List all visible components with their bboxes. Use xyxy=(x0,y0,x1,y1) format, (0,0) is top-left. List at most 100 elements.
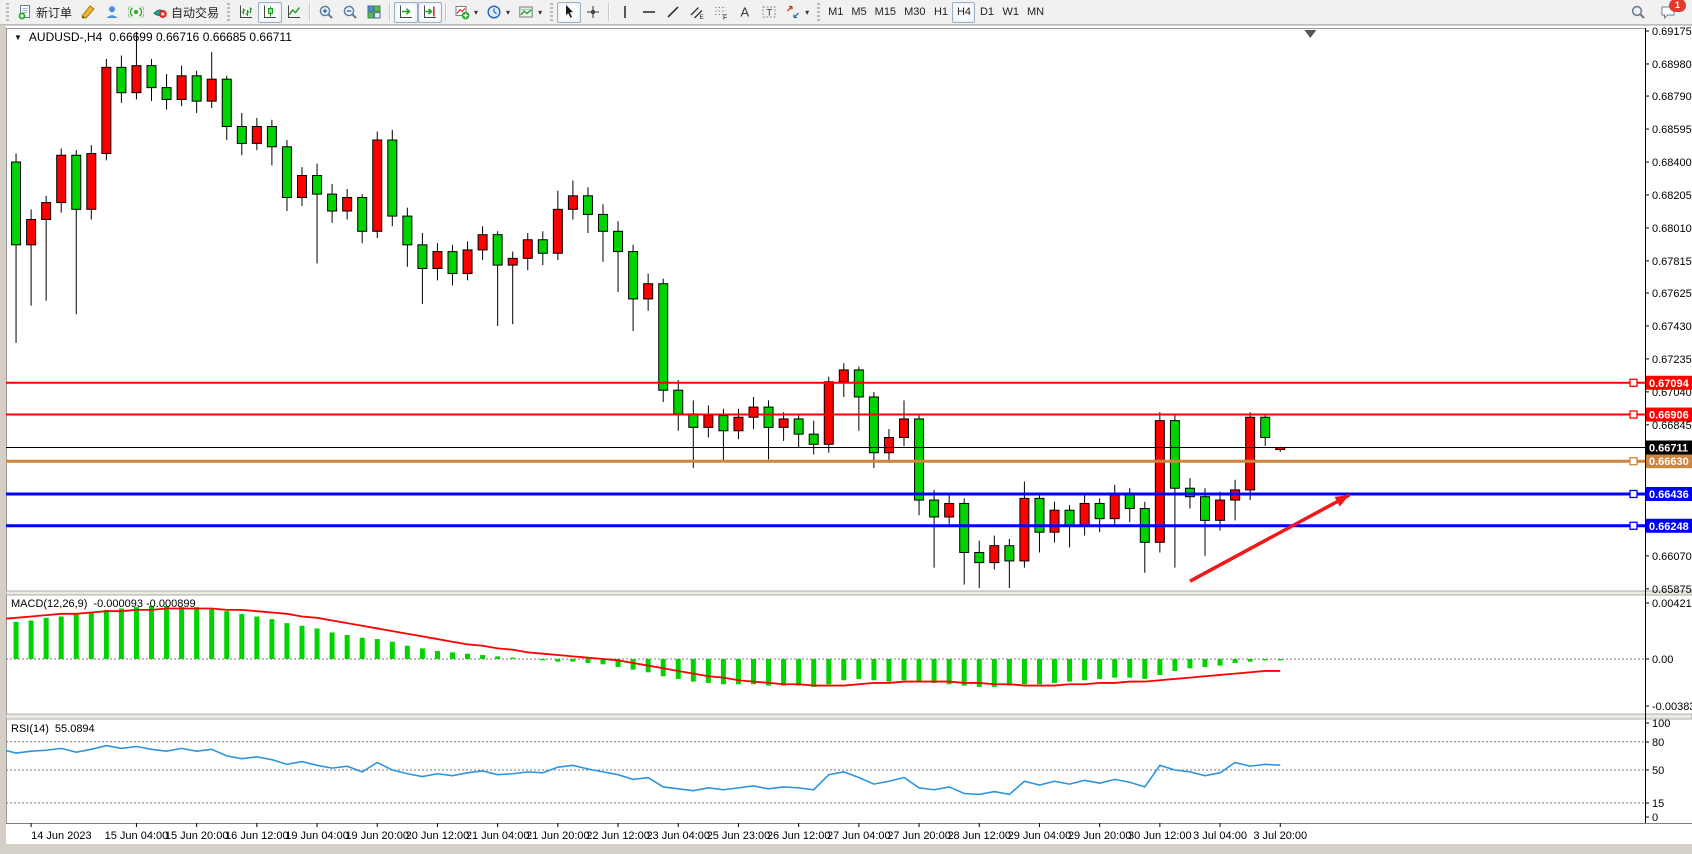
chevron-down-icon[interactable]: ▾ xyxy=(805,7,810,17)
svg-text:27 Jun 04:00: 27 Jun 04:00 xyxy=(827,830,891,842)
toolbar-grip-charts[interactable] xyxy=(225,3,233,21)
price-chart-canvas[interactable]: 0.69175 0.68980 0.68790 0.68595 0.68400 0.682… xyxy=(0,26,1692,849)
rsi-line xyxy=(0,744,1281,796)
tile-windows-icon xyxy=(367,5,381,19)
tf-mn-button-label: MN xyxy=(1026,6,1045,18)
auto-scroll-button[interactable] xyxy=(394,1,419,23)
svg-text:30 Jun 12:00: 30 Jun 12:00 xyxy=(1128,830,1192,842)
price-axis[interactable]: 0.69175 0.68980 0.68790 0.68595 0.68400 0.682… xyxy=(1645,26,1692,824)
tf-h4-button[interactable]: H4 xyxy=(952,1,976,23)
tf-mn-button[interactable]: MN xyxy=(1023,2,1048,23)
horizontal-line-icon xyxy=(643,11,656,13)
new-order-icon xyxy=(18,5,30,20)
rsi-label: RSI(14) 55.0894 xyxy=(11,723,95,735)
candlestick-button[interactable] xyxy=(258,1,283,23)
rsi-value: 55.0894 xyxy=(54,723,95,735)
horizontal-level-line[interactable] xyxy=(6,410,1645,419)
horizontal-level-line[interactable] xyxy=(6,489,1645,499)
svg-text:19 Jun 20:00: 19 Jun 20:00 xyxy=(345,830,409,842)
channel-icon: E xyxy=(690,7,705,20)
chart-shift-button[interactable] xyxy=(418,1,443,23)
trend-arrow-annotation[interactable] xyxy=(1189,493,1351,583)
fibonacci-button[interactable]: F xyxy=(709,2,733,23)
community-button[interactable] xyxy=(100,2,124,23)
svg-text:0: 0 xyxy=(1652,812,1658,824)
pane-separators[interactable] xyxy=(5,590,1692,849)
svg-text:T: T xyxy=(766,8,772,19)
zoom-out-icon xyxy=(343,5,357,19)
bar-chart-button[interactable] xyxy=(234,2,258,23)
svg-text:3 Jul 04:00: 3 Jul 04:00 xyxy=(1193,830,1247,842)
vertical-line-button[interactable] xyxy=(613,2,637,23)
chat-button[interactable]: 1 xyxy=(1656,0,1686,23)
indicators-button[interactable]: ▾ xyxy=(450,2,482,23)
text-button[interactable]: A xyxy=(733,2,757,23)
svg-text:0.67094: 0.67094 xyxy=(1649,378,1690,390)
chart-shift-marker-icon[interactable] xyxy=(1304,30,1317,38)
price-level-badge: 0.66906 xyxy=(1646,407,1692,422)
tf-m15-button[interactable]: M15 xyxy=(871,2,900,23)
equidistant-channel-button[interactable]: E xyxy=(685,2,709,23)
svg-text:50: 50 xyxy=(1652,765,1664,777)
notification-badge: 1 xyxy=(1669,0,1686,12)
arrows-button[interactable]: ▾ xyxy=(781,2,813,23)
tf-m1-button[interactable]: M1 xyxy=(824,2,847,23)
rsi-pane[interactable] xyxy=(0,741,1645,804)
tf-w1-button[interactable]: W1 xyxy=(998,2,1023,23)
svg-text:-0.003835: -0.003835 xyxy=(1652,701,1692,713)
cursor-button[interactable] xyxy=(557,1,582,23)
periods-icon xyxy=(487,5,501,19)
svg-text:0.00: 0.00 xyxy=(1652,654,1673,666)
horizontal-level-line[interactable] xyxy=(6,378,1645,387)
horizontal-line-button[interactable] xyxy=(637,2,661,23)
chevron-down-icon[interactable]: ▾ xyxy=(474,7,479,17)
svg-text:0.66845: 0.66845 xyxy=(1652,420,1692,432)
svg-text:25 Jun 23:00: 25 Jun 23:00 xyxy=(707,830,771,842)
chevron-down-icon[interactable]: ▾ xyxy=(538,7,543,17)
signals-button[interactable] xyxy=(124,2,148,23)
svg-text:3 Jul 20:00: 3 Jul 20:00 xyxy=(1253,830,1307,842)
tf-m30-button[interactable]: M30 xyxy=(900,2,929,23)
tf-m5-button[interactable]: M5 xyxy=(847,2,870,23)
chart-window[interactable]: ▼ AUDUSD-,H4 0.66699 0.66716 0.66685 0.6… xyxy=(0,26,1692,849)
trendline-icon xyxy=(667,6,679,18)
toolbar-grip-standard[interactable] xyxy=(4,3,11,21)
tf-d1-button[interactable]: D1 xyxy=(975,2,998,23)
crosshair-button[interactable] xyxy=(581,2,605,23)
new-order-button[interactable]: 新订单 xyxy=(13,2,76,23)
horizontal-level-line[interactable] xyxy=(6,521,1645,530)
svg-text:16 Jun 12:00: 16 Jun 12:00 xyxy=(225,830,289,842)
tf-m1-button-label: M1 xyxy=(828,6,844,18)
main-price-pane[interactable] xyxy=(0,28,1645,823)
periods-button[interactable]: ▾ xyxy=(482,2,514,23)
trendline-button[interactable] xyxy=(661,2,685,23)
svg-text:0.66436: 0.66436 xyxy=(1649,489,1689,501)
metaeditor-button[interactable] xyxy=(76,2,100,23)
svg-text:0.65875: 0.65875 xyxy=(1652,584,1692,596)
svg-text:100: 100 xyxy=(1652,718,1670,730)
svg-text:0.68980: 0.68980 xyxy=(1652,59,1692,71)
macd-name: MACD(12,26,9) xyxy=(11,598,88,610)
toolbar-grip-line-studies[interactable] xyxy=(548,3,556,21)
templates-button[interactable]: ▾ xyxy=(514,2,546,23)
toolbar-grip-timeframes[interactable] xyxy=(815,3,823,21)
line-chart-button[interactable] xyxy=(282,2,306,23)
one-click-dropdown-icon[interactable]: ▼ xyxy=(14,32,22,42)
zoom-out-button[interactable] xyxy=(338,2,362,23)
chevron-down-icon[interactable]: ▾ xyxy=(506,7,511,17)
cursor-icon xyxy=(566,5,574,18)
svg-text:15 Jun 04:00: 15 Jun 04:00 xyxy=(105,830,169,842)
horizontal-level-line[interactable] xyxy=(6,457,1645,466)
search-button[interactable] xyxy=(1626,2,1650,23)
text-label-button[interactable]: T xyxy=(757,2,781,23)
zoom-in-button[interactable] xyxy=(314,2,338,23)
tf-h4-button-label: H4 xyxy=(956,6,971,18)
svg-text:0.67235: 0.67235 xyxy=(1652,354,1692,366)
tf-h1-button[interactable]: H1 xyxy=(929,2,952,23)
autotrading-button[interactable]: 自动交易 xyxy=(148,2,223,23)
macd-pane[interactable] xyxy=(0,605,1645,687)
svg-text:28 Jun 12:00: 28 Jun 12:00 xyxy=(947,830,1011,842)
svg-text:0.69175: 0.69175 xyxy=(1652,26,1692,38)
tile-windows-button[interactable] xyxy=(362,2,386,23)
